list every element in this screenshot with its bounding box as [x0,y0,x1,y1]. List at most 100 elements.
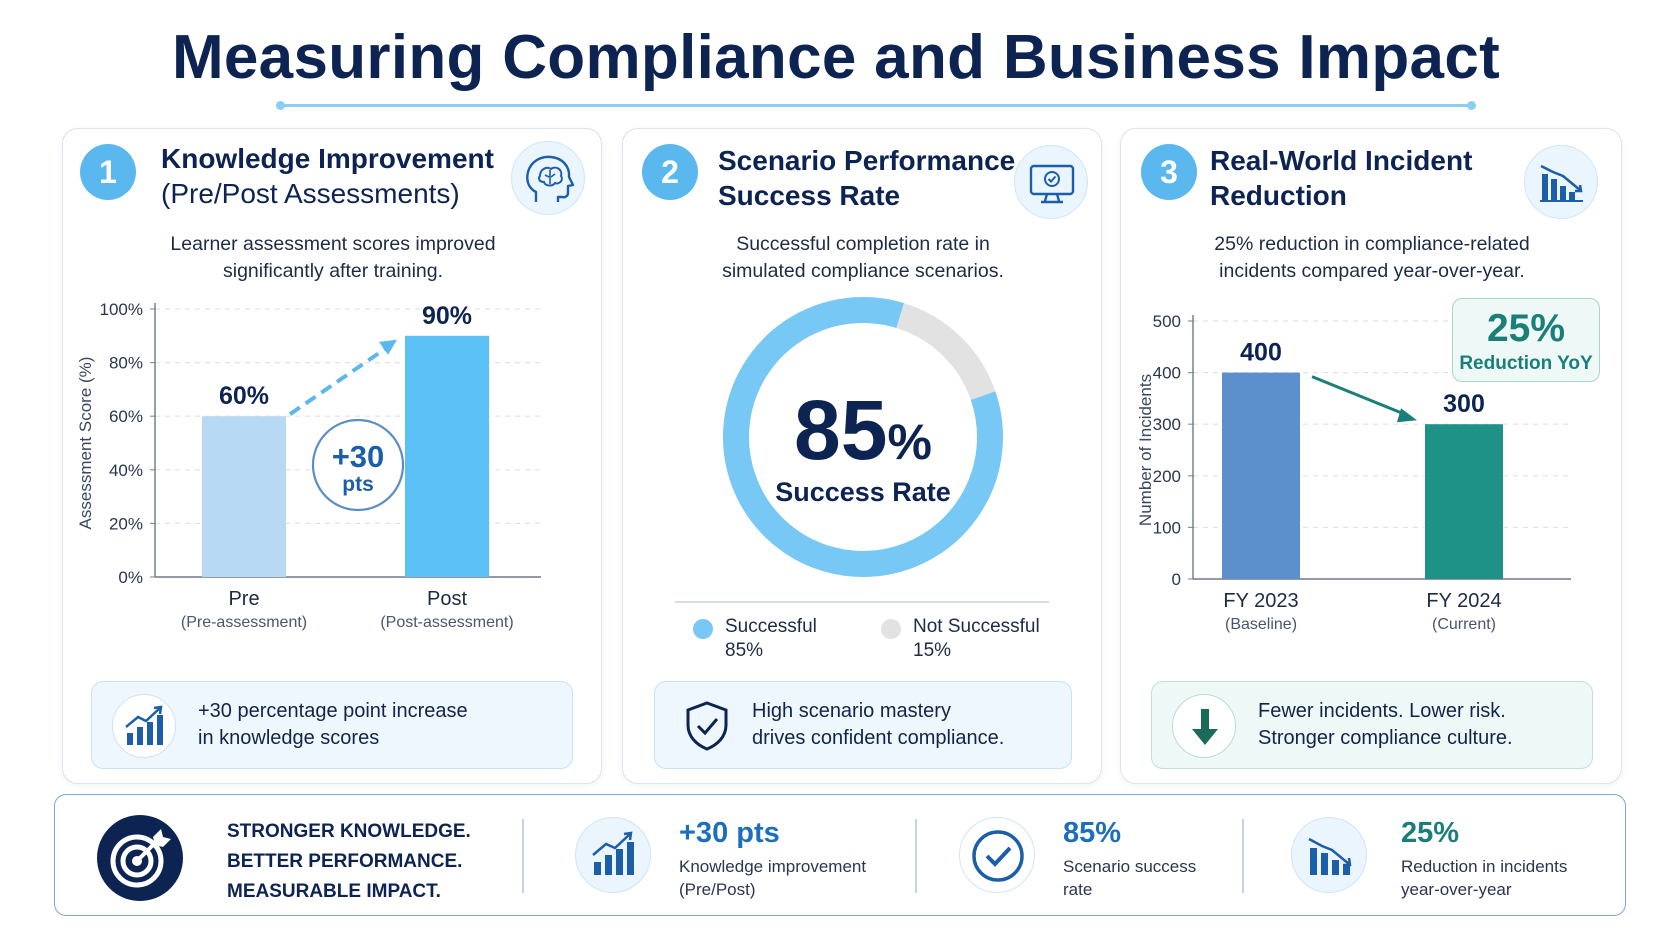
bar-post [405,335,489,577]
card-title: Scenario Performance Success Rate [718,143,1015,213]
check-circle-icon [959,817,1035,893]
brain-head-icon [511,141,585,215]
card-number-badge: 1 [80,144,136,200]
bar-chart-down-icon [1524,145,1598,219]
x-tick-label: Pre [228,588,259,610]
y-tick-label: 100% [100,300,143,319]
summary-divider [915,819,917,893]
shield-check-icon [675,694,739,758]
desc-line: Successful completion rate in [736,233,990,255]
legend-divider [675,601,1049,603]
y-tick-label: 100 [1153,518,1181,537]
card-number-badge: 2 [642,144,698,200]
chart-success-donut: 85%Success Rate [723,297,1003,577]
x-tick-label: Post [427,588,467,610]
data-label: 300 [1443,390,1485,418]
card-title-line1: Real-World Incident [1210,145,1473,176]
summary-banner: STRONGER KNOWLEDGE. BETTER PERFORMANCE. … [54,794,1626,916]
desc-line: significantly after training. [222,260,444,282]
desc-line: simulated compliance scenarios. [722,260,1004,282]
desc-line: 25% reduction in compliance-related [1214,233,1530,255]
legend-value: 15% [913,640,952,661]
y-tick-label: 80% [109,354,143,373]
bar-pre [202,416,286,577]
note-line: in knowledge scores [198,727,380,749]
increase-callout-unit: pts [342,473,374,496]
summary-divider [1242,819,1244,893]
reduction-badge: 25% Reduction YoY [1452,298,1600,382]
card-title: Real-World Incident Reduction [1210,143,1472,213]
y-tick-label: 300 [1153,415,1181,434]
legend-not-successful: Not Successful 15% [913,615,1040,663]
stat-label-line: (Pre/Post) [679,880,756,899]
legend-successful: Successful 85% [725,615,817,663]
x-tick-sublabel: (Current) [1432,616,1496,633]
donut-center-value: 85% [794,383,932,477]
card-title-line2: Success Rate [718,180,901,211]
slogan-line: BETTER PERFORMANCE. [227,851,463,872]
donut-slice-successful [723,297,1003,577]
y-tick-label: 500 [1153,312,1181,331]
data-label: 400 [1240,339,1282,367]
title-underline [276,101,1476,110]
note-text: +30 percentage point increase in knowled… [198,698,468,752]
y-axis-label: Assessment Score (%) [76,357,95,530]
y-tick-label: 0% [118,568,143,587]
stat-value: 25% [1401,817,1460,849]
legend-dot-successful [693,619,713,639]
stat-label-line: rate [1063,880,1093,899]
card-incident-reduction: 3 Real-World Incident Reduction 25% redu… [1120,128,1622,784]
note-text: High scenario mastery drives confident c… [752,698,1004,752]
bar-chart-up-icon [112,694,176,758]
note-line: +30 percentage point increase [198,700,468,722]
card-note: +30 percentage point increase in knowled… [91,681,573,769]
card-title: Knowledge Improvement (Pre/Post Assessme… [161,141,494,211]
y-tick-label: 60% [109,407,143,426]
stat-label: Knowledge improvement (Pre/Post) [679,855,866,901]
legend-name: Not Successful [913,616,1040,637]
badge-label: Reduction YoY [1459,353,1593,374]
card-title-line1: Scenario Performance [718,145,1016,176]
card-description: 25% reduction in compliance-related inci… [1121,231,1623,285]
note-line: Fewer incidents. Lower risk. [1258,700,1506,722]
legend-value: 85% [725,640,764,661]
card-scenario-performance: 2 Scenario Performance Success Rate Succ… [622,128,1102,784]
desc-line: Learner assessment scores improved [170,233,496,255]
note-line: Stronger compliance culture. [1258,727,1513,749]
y-axis-label: Number of Incidents [1136,374,1155,526]
card-description: Successful completion rate in simulated … [623,231,1103,285]
note-text: Fewer incidents. Lower risk. Stronger co… [1258,698,1513,752]
data-label: 90% [422,302,472,330]
data-label: 60% [219,382,269,410]
increase-arrow-head [379,339,397,355]
increase-callout-circle [311,418,405,512]
desc-line: incidents compared year-over-year. [1219,260,1525,282]
donut-center-label: Success Rate [775,477,951,507]
legend-dot-not-successful [881,619,901,639]
badge-value: 25% [1486,307,1566,350]
stat-label-line: year-over-year [1401,880,1512,899]
card-title-line1: Knowledge Improvement [161,143,494,174]
monitor-check-icon [1014,145,1088,219]
note-line: High scenario mastery [752,700,951,722]
reduction-arrow-line [1311,375,1408,417]
summary-slogan: STRONGER KNOWLEDGE. BETTER PERFORMANCE. … [227,817,471,907]
bar-chart-up-icon [575,817,651,893]
stat-label-line: Reduction in incidents [1401,857,1568,876]
summary-divider [522,819,524,893]
y-tick-label: 40% [109,461,143,480]
increase-arrow-line [288,343,393,416]
legend-name: Successful [725,616,817,637]
y-tick-label: 400 [1153,364,1181,383]
card-note: High scenario mastery drives confident c… [654,681,1072,769]
x-tick-label: FY 2023 [1223,590,1298,612]
stat-label: Scenario success rate [1063,855,1196,901]
card-note: Fewer incidents. Lower risk. Stronger co… [1151,681,1593,769]
y-tick-label: 20% [109,514,143,533]
arrow-down-icon [1172,694,1236,758]
bar-fy-2024 [1425,424,1503,579]
card-description: Learner assessment scores improved signi… [63,231,603,285]
card-number-badge: 3 [1141,144,1197,200]
x-tick-sublabel: (Baseline) [1225,616,1297,633]
y-tick-label: 200 [1153,467,1181,486]
